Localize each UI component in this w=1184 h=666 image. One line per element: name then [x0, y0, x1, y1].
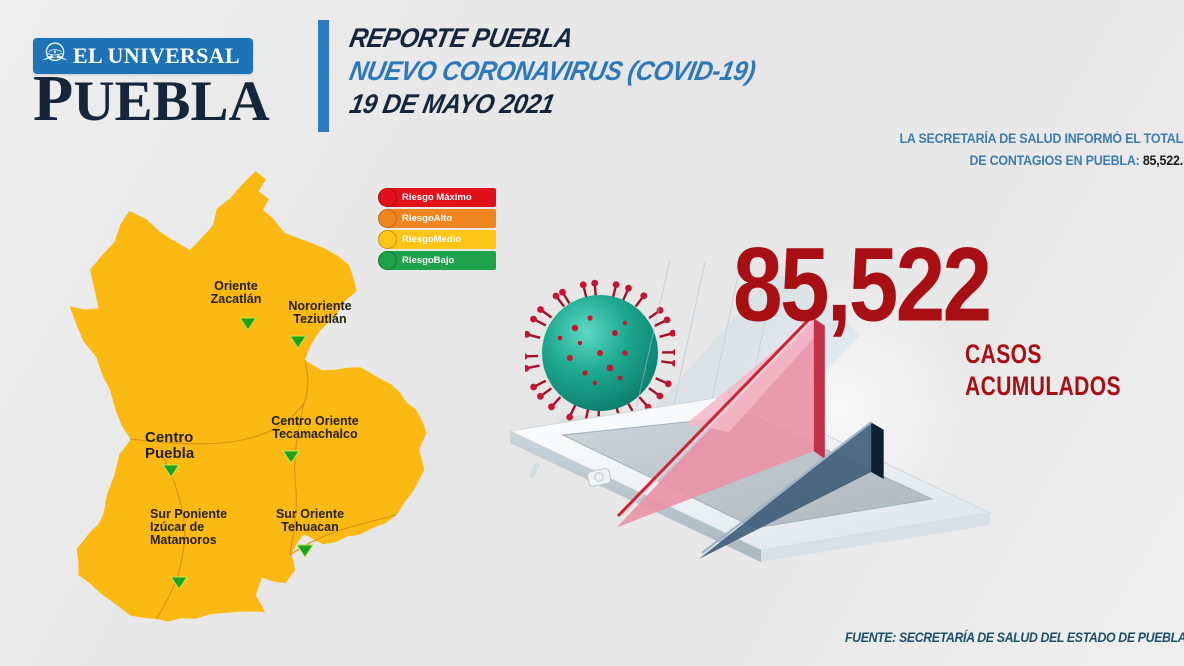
- svg-text:Oriente: Oriente: [214, 279, 258, 293]
- svg-text:Zacatlán: Zacatlán: [211, 292, 262, 306]
- svg-text:Sur Poniente: Sur Poniente: [150, 507, 227, 521]
- svg-text:Tecamachalco: Tecamachalco: [272, 427, 358, 441]
- svg-text:Centro Oriente: Centro Oriente: [271, 414, 359, 428]
- svg-text:Puebla: Puebla: [145, 445, 195, 462]
- svg-text:Sur Oriente: Sur Oriente: [276, 507, 344, 521]
- svg-text:Tehuacan: Tehuacan: [281, 520, 338, 534]
- svg-text:Matamoros: Matamoros: [150, 533, 217, 547]
- svg-text:Izúcar de: Izúcar de: [150, 520, 204, 534]
- svg-text:Teziutlán: Teziutlán: [293, 312, 346, 326]
- svg-text:Centro: Centro: [145, 429, 193, 446]
- svg-text:Nororiente: Nororiente: [288, 299, 351, 313]
